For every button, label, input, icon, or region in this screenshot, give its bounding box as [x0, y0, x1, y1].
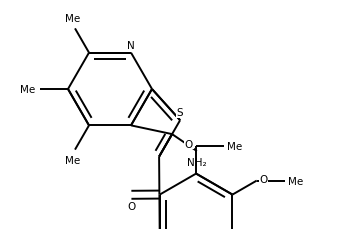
Text: Me: Me [227, 141, 242, 151]
Text: Me: Me [65, 155, 81, 165]
Text: N: N [127, 41, 135, 50]
Text: NH₂: NH₂ [187, 157, 207, 167]
Text: Me: Me [20, 85, 35, 95]
Text: Me: Me [288, 176, 303, 186]
Text: O: O [260, 174, 268, 184]
Text: S: S [177, 108, 183, 118]
Text: Me: Me [65, 14, 81, 24]
Text: O: O [127, 201, 136, 211]
Text: O: O [185, 139, 193, 149]
